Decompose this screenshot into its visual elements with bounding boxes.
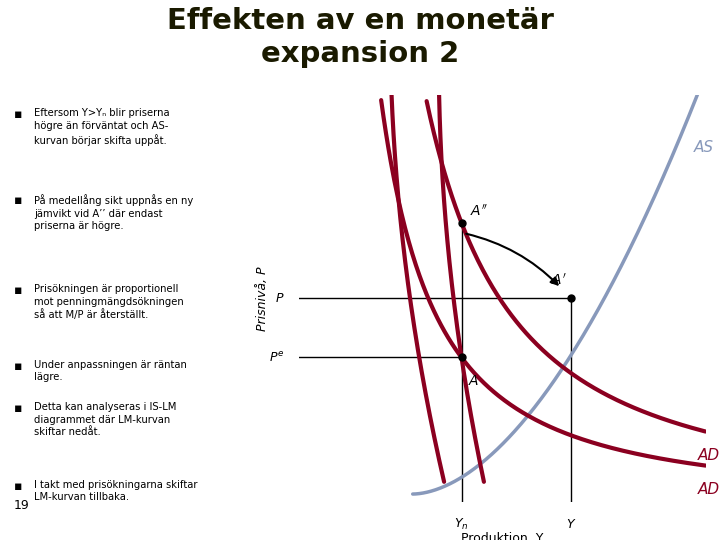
Text: AD: AD (698, 448, 719, 463)
Text: Eftersom Y>Yₙ blir priserna
högre än förväntat och AS-
kurvan börjar skifta uppå: Eftersom Y>Yₙ blir priserna högre än för… (35, 109, 170, 146)
Text: Prisökningen är proportionell
mot penningmängdsökningen
så att M/P är återställt: Prisökningen är proportionell mot pennin… (35, 285, 184, 320)
Text: ▪: ▪ (14, 285, 22, 298)
Text: ▪: ▪ (14, 402, 22, 415)
Text: $A''$: $A''$ (469, 204, 488, 219)
Text: Under anpassningen är räntan
lägre.: Under anpassningen är räntan lägre. (35, 360, 187, 382)
Text: $Y$: $Y$ (566, 518, 577, 531)
Text: AD: AD (698, 482, 719, 497)
Text: I takt med prisökningarna skiftar
LM-kurvan tillbaka.: I takt med prisökningarna skiftar LM-kur… (35, 480, 198, 502)
Text: ▪: ▪ (14, 194, 22, 207)
Text: $P^e$: $P^e$ (269, 350, 284, 365)
Text: Detta kan analyseras i IS-LM
diagrammet där LM-kurvan
skiftar nedåt.: Detta kan analyseras i IS-LM diagrammet … (35, 402, 176, 437)
Text: AS: AS (693, 140, 714, 155)
Text: På medellång sikt uppnås en ny
jämvikt vid A’’ där endast
priserna är högre.: På medellång sikt uppnås en ny jämvikt v… (35, 194, 194, 231)
Text: ▪: ▪ (14, 360, 22, 373)
Text: ▪: ▪ (14, 480, 22, 493)
Text: $A$: $A$ (467, 374, 479, 388)
Text: Effekten av en monetär
expansion 2: Effekten av en monetär expansion 2 (166, 6, 554, 68)
Text: Produktion, Y: Produktion, Y (461, 532, 544, 540)
Text: Prisnivå, P: Prisnivå, P (256, 266, 269, 330)
Text: $P$: $P$ (275, 292, 284, 305)
Text: 19: 19 (14, 499, 30, 512)
Text: ▪: ▪ (14, 109, 22, 122)
Text: $Y_n$: $Y_n$ (454, 517, 469, 532)
Text: $A'$: $A'$ (551, 273, 567, 288)
